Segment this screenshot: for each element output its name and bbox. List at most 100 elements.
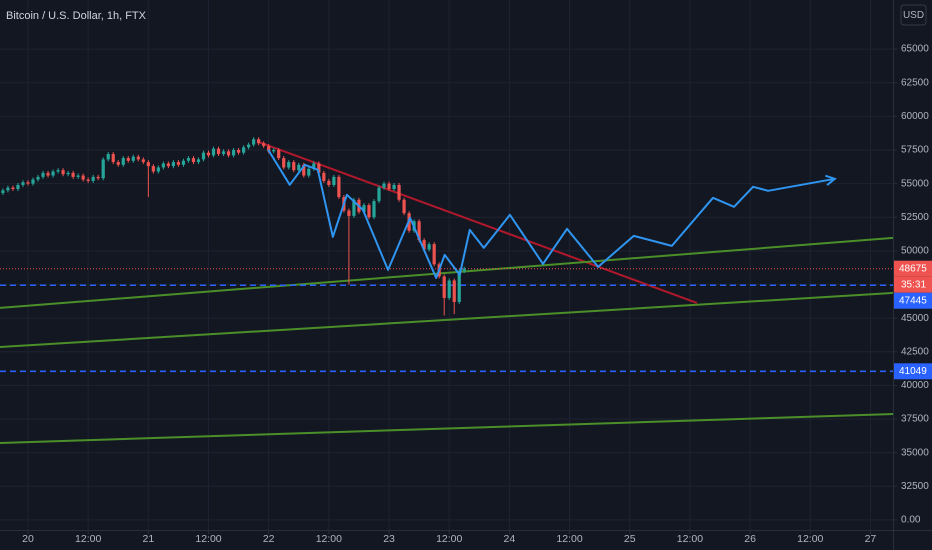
x-tick-label: 27 [865, 533, 877, 545]
candle-body [327, 180, 331, 185]
x-tick-label: 12:00 [797, 533, 823, 545]
candle-body [242, 147, 246, 153]
candle-body [297, 164, 301, 171]
candle-body [86, 179, 90, 181]
x-tick-label: 22 [263, 533, 275, 545]
candle-body [221, 151, 226, 155]
candle-body [347, 210, 351, 216]
candle-body [392, 184, 396, 189]
candle-body [46, 172, 50, 176]
candle-body [352, 199, 356, 216]
x-tick-label: 26 [744, 533, 756, 545]
candle-body [166, 163, 170, 167]
candle-body [71, 172, 75, 177]
x-tick-label: 24 [504, 533, 516, 545]
candle-body [397, 184, 401, 200]
candle-body [262, 143, 266, 146]
y-tick-label: 50000 [901, 246, 929, 257]
candle-body [156, 167, 160, 172]
y-tick-label: 35000 [901, 447, 929, 458]
candle-body [372, 201, 376, 218]
candle-body [116, 162, 120, 165]
candle-body [422, 240, 426, 250]
x-tick-label: 21 [142, 533, 154, 545]
candle-body [56, 170, 60, 172]
candle-body [382, 183, 386, 188]
countdown-box [894, 276, 932, 293]
candle-body [312, 163, 316, 169]
y-tick-label: 65000 [901, 44, 929, 55]
currency-button[interactable] [900, 4, 927, 26]
x-tick-label: 12:00 [677, 533, 703, 545]
candle-body [317, 163, 321, 173]
x-tick-label: 12:00 [556, 533, 582, 545]
candle-body [121, 158, 125, 165]
x-tick-label: 12:00 [195, 533, 221, 545]
candle-body [462, 268, 466, 272]
candle-body [236, 149, 241, 153]
candle-body [387, 183, 391, 189]
candle-body [302, 164, 306, 176]
candle-body [76, 175, 80, 177]
candle-body [146, 162, 150, 167]
axes: 0.00325003500037500400004250045000475005… [22, 44, 932, 545]
candle-body [106, 154, 110, 160]
candle-body [176, 162, 181, 165]
y-tick-label: 60000 [901, 111, 929, 122]
last-price-label-box [894, 260, 932, 277]
candle-body [307, 168, 311, 176]
candle-body [96, 176, 100, 179]
candle-body [362, 205, 366, 212]
candle-body [337, 176, 341, 198]
candle-body [257, 139, 261, 144]
candle-body [161, 163, 165, 168]
y-tick-label: 57500 [901, 145, 929, 156]
plot-area [0, 137, 894, 445]
currency-label[interactable]: USD [903, 10, 924, 21]
candle-body [1, 190, 5, 194]
candle-body [196, 159, 201, 163]
candle-body [101, 159, 105, 179]
candle-body [332, 176, 336, 185]
y-tick-label: 45000 [901, 313, 929, 324]
trend-line [257, 140, 698, 304]
candle-body [417, 221, 421, 241]
candle-body [287, 162, 291, 168]
candle-body [206, 152, 211, 156]
y-tick-label: 40000 [901, 380, 929, 391]
candle-body [66, 172, 70, 175]
candle-body [141, 159, 145, 163]
candle-body [151, 166, 155, 172]
candle-body [457, 271, 461, 302]
candle-body [231, 149, 236, 156]
candle-body [277, 149, 281, 159]
x-tick-label: 25 [624, 533, 636, 545]
candle-body [91, 176, 95, 181]
candle-body [247, 144, 251, 148]
candle-body [171, 162, 176, 167]
x-tick-label: 20 [22, 533, 34, 545]
candle-body [11, 187, 15, 189]
level-label: 47445 [899, 295, 927, 306]
trend-line [0, 236, 894, 309]
level-label-box [894, 292, 932, 309]
candle-body [322, 172, 326, 181]
candle-body [41, 172, 45, 177]
candle-body [402, 199, 406, 214]
trend-line [0, 291, 894, 348]
candle-body [191, 158, 196, 163]
candle-body [447, 280, 451, 298]
candle-body [432, 244, 436, 265]
trend-line [0, 413, 894, 445]
candle-body [252, 139, 256, 145]
countdown-label: 35:31 [901, 279, 926, 290]
y-tick-label: 62500 [901, 77, 929, 88]
chart-title: Bitcoin / U.S. Dollar, 1h, FTX [6, 10, 147, 22]
y-tick-label: 37500 [901, 414, 929, 425]
x-tick-label: 12:00 [436, 533, 462, 545]
projection-arrowhead [825, 174, 837, 186]
candle-body [186, 158, 191, 161]
x-tick-label: 12:00 [75, 533, 101, 545]
